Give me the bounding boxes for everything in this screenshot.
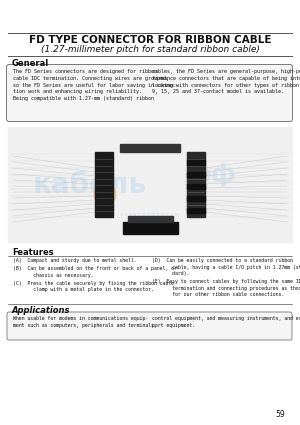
Text: The FD Series connectors are designed for ribbon
cable IDC termination. Connecti: The FD Series connectors are designed fo… bbox=[13, 69, 178, 101]
Text: (A)  Compact and sturdy due to metal shell.: (A) Compact and sturdy due to metal shel… bbox=[13, 258, 136, 263]
Text: (D)  Can be easily connected to a standard ribbon
       cable, having a cable I: (D) Can be easily connected to a standar… bbox=[152, 258, 300, 276]
Text: cables, the FD Series are general-purpose, high-per-
formance connectors that ar: cables, the FD Series are general-purpos… bbox=[152, 69, 300, 94]
Text: Applications: Applications bbox=[12, 306, 70, 315]
Bar bbox=[187, 184, 205, 189]
Text: (E)  Easy to connect cables by following the same IDC
       termination and con: (E) Easy to connect cables by following … bbox=[152, 279, 300, 297]
Bar bbox=[122, 222, 178, 234]
Bar bbox=[187, 160, 205, 165]
Bar bbox=[95, 152, 113, 217]
Bar bbox=[187, 208, 205, 213]
FancyBboxPatch shape bbox=[7, 312, 292, 340]
Bar bbox=[120, 144, 180, 152]
Text: Features: Features bbox=[12, 248, 54, 257]
Ellipse shape bbox=[94, 184, 116, 206]
Text: FD TYPE CONNECTOR FOR RIBBON CABLE: FD TYPE CONNECTOR FOR RIBBON CABLE bbox=[29, 35, 271, 45]
Bar bbox=[187, 196, 205, 201]
Text: рф: рф bbox=[194, 162, 236, 187]
Text: 59: 59 bbox=[275, 410, 285, 419]
Bar bbox=[187, 172, 205, 177]
Text: (C)  Press the cable securely by fixing the ribbon cable
       clamp with a met: (C) Press the cable securely by fixing t… bbox=[13, 280, 174, 292]
Bar bbox=[187, 152, 205, 217]
Text: (B)  Can be assembled on the front or back of a panel, or
       chassis as nece: (B) Can be assembled on the front or bac… bbox=[13, 266, 177, 278]
FancyBboxPatch shape bbox=[7, 65, 292, 122]
Text: When usable for modems in communications equip-
ment such as computers, peripher: When usable for modems in communications… bbox=[13, 316, 157, 328]
Text: э л е к т р о м о н т а ж: э л е к т р о м о н т а ж bbox=[120, 212, 180, 217]
Bar bbox=[128, 216, 172, 222]
Text: General: General bbox=[12, 59, 49, 68]
Bar bbox=[8, 127, 292, 242]
Text: кабель: кабель bbox=[33, 170, 147, 198]
Text: control equipment, and measuring instruments, and ex-
port equipment.: control equipment, and measuring instrum… bbox=[152, 316, 300, 328]
Text: (1.27-millimeter pitch for standard ribbon cable): (1.27-millimeter pitch for standard ribb… bbox=[40, 45, 260, 54]
